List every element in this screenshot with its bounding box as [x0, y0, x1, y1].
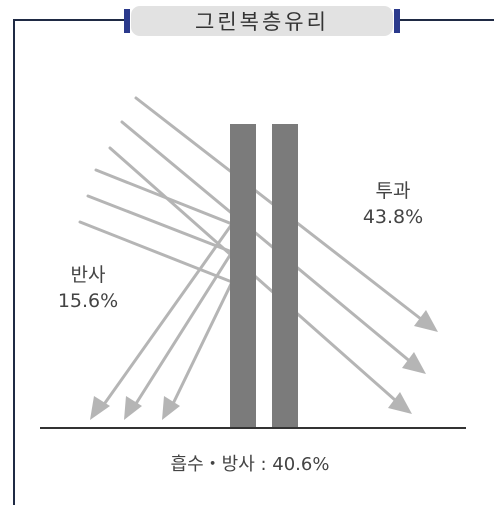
frame-left-cap — [124, 9, 130, 33]
reflection-label: 반사 15.6% — [52, 262, 124, 314]
reflection-label-text: 반사 — [70, 264, 106, 286]
frame-right-cap — [394, 9, 400, 33]
title-label: 그린복층유리 — [131, 6, 393, 36]
glass-pane-left — [230, 124, 256, 428]
transmission-label-text: 투과 — [375, 180, 411, 202]
outer-frame — [13, 9, 494, 505]
transmission-label: 투과 43.8% — [352, 178, 434, 230]
absorption-label: 흡수・방사 : 40.6% — [170, 454, 330, 475]
transmission-value: 43.8% — [362, 206, 424, 228]
reflection-value: 15.6% — [57, 290, 119, 312]
glass-pane-right — [272, 124, 298, 428]
